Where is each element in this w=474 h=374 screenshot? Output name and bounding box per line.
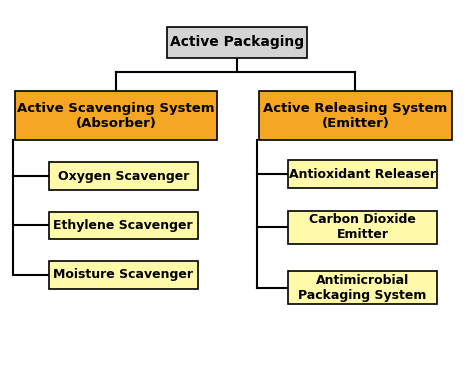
Text: Antimicrobial
Packaging System: Antimicrobial Packaging System (298, 274, 427, 302)
FancyBboxPatch shape (288, 160, 437, 188)
Text: Antioxidant Releaser: Antioxidant Releaser (289, 168, 436, 181)
Text: Ethylene Scavenger: Ethylene Scavenger (54, 219, 193, 232)
FancyBboxPatch shape (49, 162, 198, 190)
Text: Moisture Scavenger: Moisture Scavenger (53, 269, 193, 282)
FancyBboxPatch shape (167, 27, 307, 58)
Text: Active Releasing System
(Emitter): Active Releasing System (Emitter) (264, 101, 447, 129)
FancyBboxPatch shape (288, 271, 437, 304)
FancyBboxPatch shape (288, 211, 437, 244)
Text: Carbon Dioxide
Emitter: Carbon Dioxide Emitter (309, 213, 416, 241)
Text: Oxygen Scavenger: Oxygen Scavenger (57, 169, 189, 183)
FancyBboxPatch shape (259, 91, 452, 140)
FancyBboxPatch shape (49, 261, 198, 289)
FancyBboxPatch shape (15, 91, 217, 140)
FancyBboxPatch shape (49, 212, 198, 239)
Text: Active Packaging: Active Packaging (170, 35, 304, 49)
Text: Active Scavenging System
(Absorber): Active Scavenging System (Absorber) (18, 101, 215, 129)
